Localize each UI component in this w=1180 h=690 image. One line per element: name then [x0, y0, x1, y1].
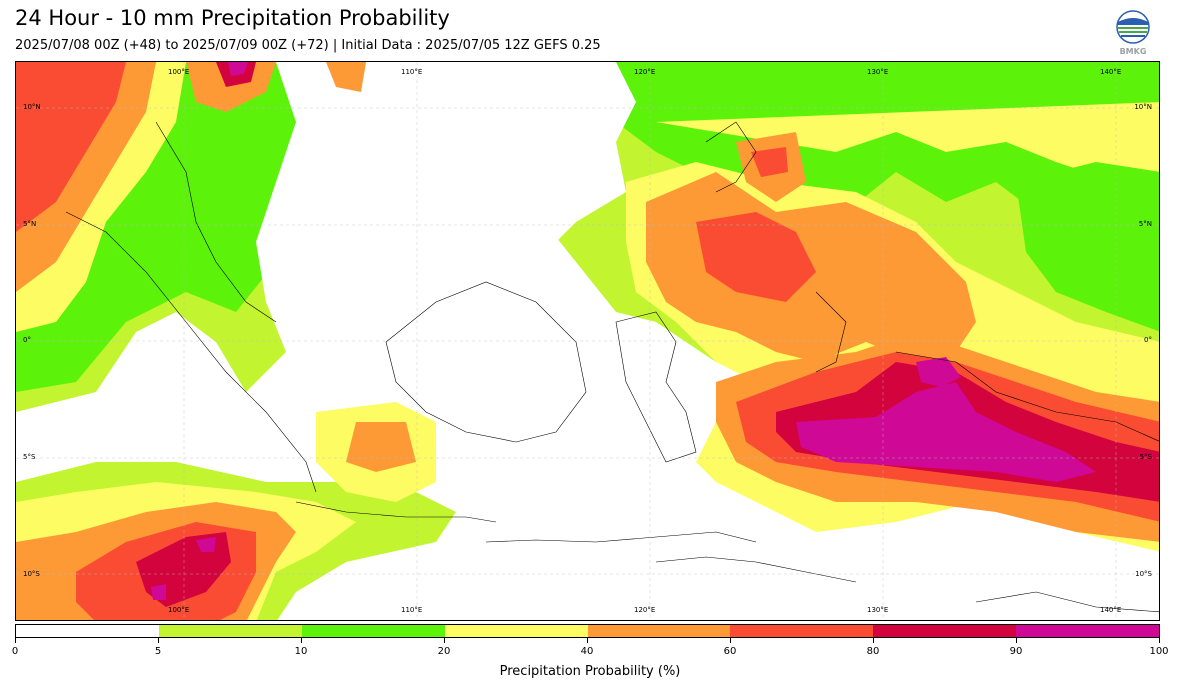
colorbar-title: Precipitation Probability (%) — [499, 664, 681, 679]
colorbar-tick-label: 10 — [294, 646, 308, 657]
lat-label-right: 10°N — [1134, 103, 1152, 111]
colorbar-tick-label: 60 — [723, 646, 737, 657]
map-title: 24 Hour - 10 mm Precipitation Probabilit… — [15, 6, 450, 30]
colorbar-segment — [873, 625, 1017, 637]
lat-label-right: 10°S — [1135, 570, 1152, 578]
lon-label-bottom: 140°E — [1100, 606, 1122, 614]
map-field — [16, 62, 1159, 620]
lat-label-right: 5°N — [1138, 220, 1152, 228]
lon-label-bottom: 110°E — [401, 606, 423, 614]
lon-label-top: 140°E — [1100, 68, 1122, 76]
lon-label-bottom: 120°E — [634, 606, 656, 614]
colorbar-tick-label: 0 — [11, 646, 19, 657]
colorbar-tick — [1016, 638, 1017, 643]
colorbar-tick — [158, 638, 159, 643]
colorbar-tick-label: 100 — [1149, 646, 1169, 657]
lat-label-right: 5°S — [1139, 453, 1152, 461]
colorbar — [15, 624, 1160, 638]
colorbar-segment — [444, 625, 588, 637]
colorbar-tick-label: 80 — [866, 646, 880, 657]
colorbar-segment — [16, 625, 159, 637]
colorbar-tick — [587, 638, 588, 643]
colorbar-segment — [301, 625, 445, 637]
lon-label-top: 120°E — [634, 68, 656, 76]
colorbar-tick-label: 90 — [1009, 646, 1023, 657]
colorbar-tick-label: 40 — [580, 646, 594, 657]
lat-label-left: 10°N — [23, 103, 41, 111]
colorbar-segment — [158, 625, 302, 637]
lat-label-left: 5°S — [23, 453, 36, 461]
lon-label-top: 100°E — [168, 68, 190, 76]
lon-label-top: 110°E — [401, 68, 423, 76]
lon-label-bottom: 100°E — [168, 606, 190, 614]
lon-label-top: 130°E — [867, 68, 889, 76]
colorbar-tick — [1159, 638, 1160, 643]
map-subtitle: 2025/07/08 00Z (+48) to 2025/07/09 00Z (… — [15, 38, 601, 53]
lat-label-right: 0° — [1144, 336, 1152, 344]
colorbar-tick-label: 20 — [437, 646, 451, 657]
precipitation-map: 100°E 110°E 120°E 130°E 140°E 100°E 110°… — [15, 61, 1160, 621]
colorbar-segment — [730, 625, 874, 637]
bmkg-logo: BMKG — [1114, 10, 1152, 56]
lat-label-left: 10°S — [23, 570, 40, 578]
lat-label-left: 5°N — [23, 220, 37, 228]
colorbar-segment — [587, 625, 731, 637]
lat-label-left: 0° — [23, 336, 31, 344]
colorbar-segment — [1016, 625, 1159, 637]
colorbar-tick — [301, 638, 302, 643]
svg-text:BMKG: BMKG — [1120, 47, 1147, 56]
colorbar-tick-label: 5 — [154, 646, 162, 657]
colorbar-tick — [873, 638, 874, 643]
lon-label-bottom: 130°E — [867, 606, 889, 614]
colorbar-tick — [444, 638, 445, 643]
colorbar-tick — [15, 638, 16, 643]
colorbar-tick — [730, 638, 731, 643]
